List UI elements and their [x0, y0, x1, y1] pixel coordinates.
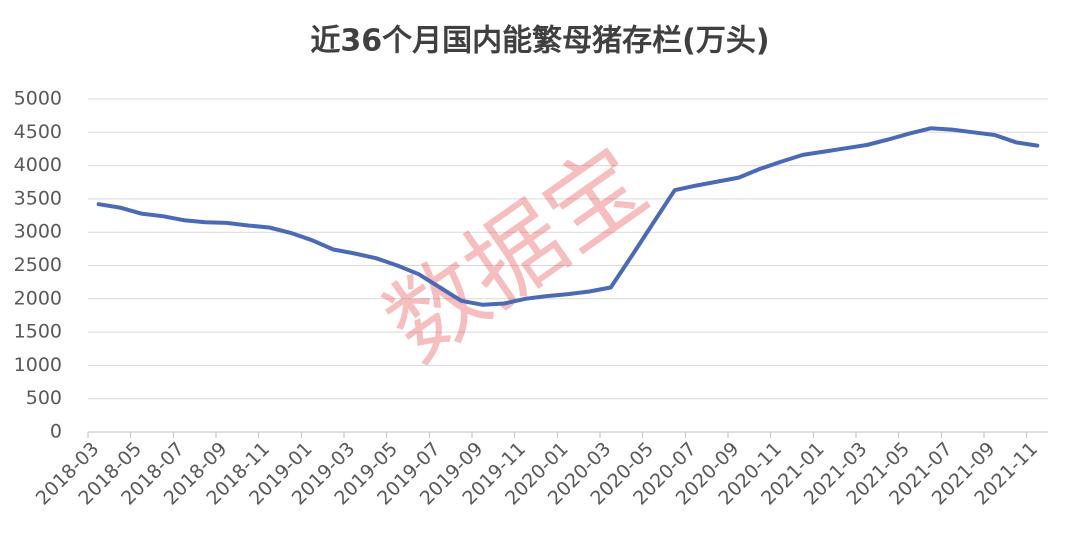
y-tick-label: 0 — [50, 421, 62, 443]
y-tick-label: 4000 — [14, 154, 62, 176]
y-tick-label: 4500 — [14, 121, 62, 143]
y-tick-label: 1000 — [14, 354, 62, 376]
y-tick-label: 3500 — [14, 187, 62, 209]
watermark: 数据宝 — [366, 126, 666, 383]
y-tick-label: 500 — [26, 387, 62, 409]
y-tick-label: 2000 — [14, 287, 62, 309]
y-tick-label: 1500 — [14, 321, 62, 343]
y-tick-label: 3000 — [14, 221, 62, 243]
line — [96, 126, 1040, 307]
chart-title: 近36个月国内能繁母猪存栏(万头) — [310, 24, 769, 59]
y-tick-label: 2500 — [14, 254, 62, 276]
y-tick-label: 5000 — [14, 88, 62, 110]
